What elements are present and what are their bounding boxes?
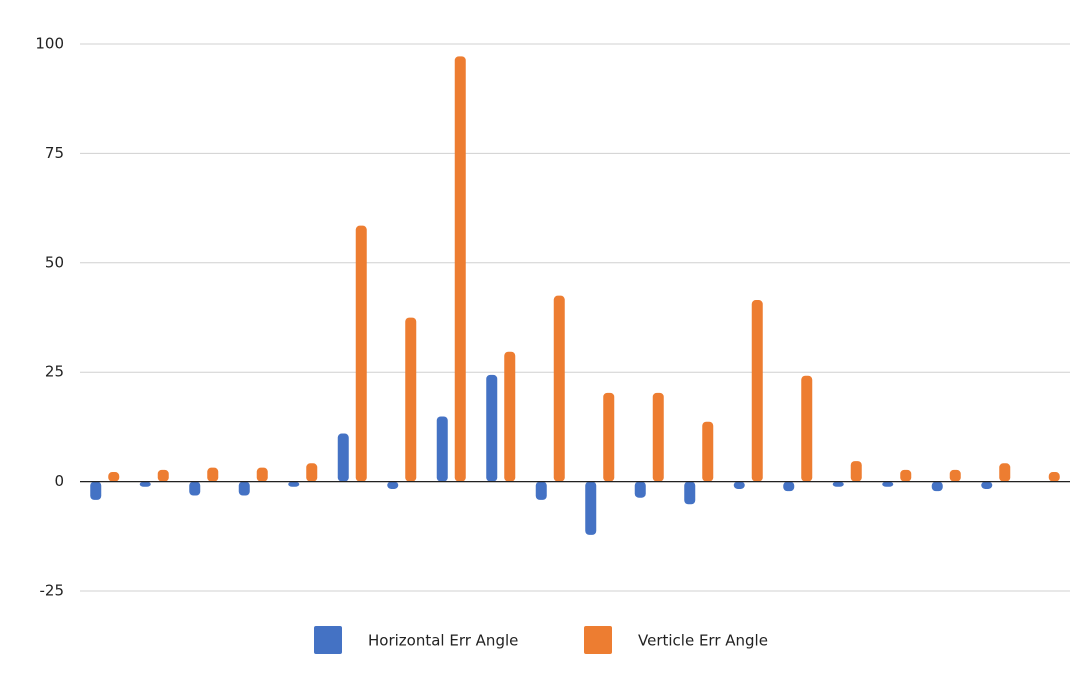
bar [306, 463, 318, 482]
legend-swatch [314, 626, 342, 654]
bar [387, 481, 399, 489]
y-tick-label: 50 [45, 253, 64, 271]
y-tick-label: 0 [54, 472, 64, 490]
legend-label: Verticle Err Angle [638, 632, 768, 650]
bar [751, 300, 763, 482]
bar [355, 225, 367, 482]
y-tick-label: 25 [45, 363, 64, 381]
bar [949, 469, 961, 482]
bar [850, 461, 862, 482]
legend-swatch [584, 626, 612, 654]
bar [634, 481, 646, 498]
bar [832, 481, 844, 487]
bar [436, 416, 448, 482]
bar [882, 481, 894, 487]
bar [684, 481, 696, 505]
bar [783, 481, 795, 492]
bar [288, 481, 300, 487]
bar [90, 481, 102, 500]
bar [405, 317, 417, 482]
bar [733, 481, 745, 489]
bar [189, 481, 201, 496]
bar [504, 351, 516, 482]
bar [337, 433, 349, 482]
y-tick-label: 75 [45, 144, 64, 162]
bar [157, 469, 169, 482]
y-tick-label: -25 [40, 582, 65, 600]
bar [999, 463, 1011, 482]
bar [900, 469, 912, 482]
bar [207, 467, 219, 482]
bar [486, 374, 498, 482]
legend-label: Horizontal Err Angle [368, 632, 518, 650]
bar [981, 481, 993, 489]
bar [585, 481, 597, 535]
bar [553, 295, 565, 482]
bar [801, 375, 813, 482]
bar [256, 467, 268, 482]
bar [454, 56, 466, 482]
bar [603, 392, 615, 482]
bar [931, 481, 943, 492]
bar [108, 472, 120, 482]
bar [535, 481, 547, 500]
bar [652, 392, 664, 482]
y-tick-label: 100 [35, 35, 64, 53]
bar [702, 421, 714, 482]
bar [238, 481, 250, 496]
bar [1048, 472, 1060, 482]
bar [139, 481, 151, 487]
